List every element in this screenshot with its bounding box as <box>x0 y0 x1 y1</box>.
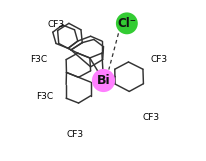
Text: CF3: CF3 <box>66 130 83 139</box>
Text: Cl⁻: Cl⁻ <box>117 17 136 30</box>
Text: CF3: CF3 <box>48 20 65 29</box>
Text: F3C: F3C <box>36 92 53 101</box>
Text: CF3: CF3 <box>142 113 158 122</box>
Circle shape <box>115 12 137 34</box>
Text: CF3: CF3 <box>150 55 166 64</box>
Text: F3C: F3C <box>30 55 47 64</box>
Text: Bi: Bi <box>96 74 110 87</box>
Circle shape <box>91 69 115 92</box>
